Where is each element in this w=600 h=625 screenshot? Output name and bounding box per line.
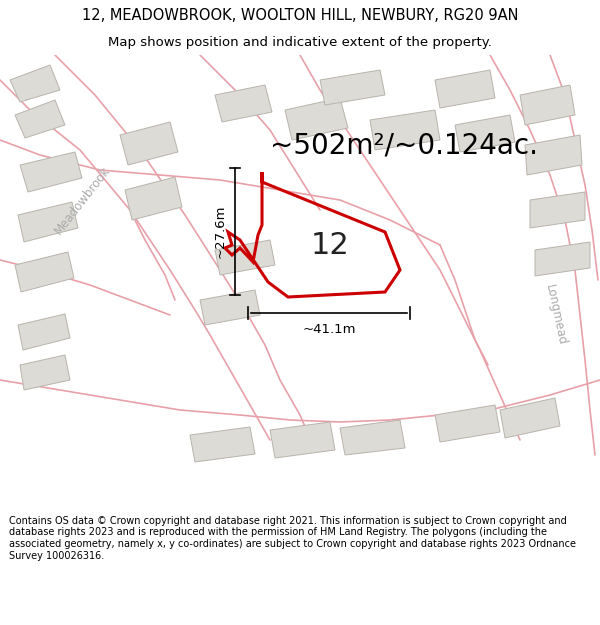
Polygon shape xyxy=(435,405,500,442)
Text: ~27.6m: ~27.6m xyxy=(214,205,227,258)
Polygon shape xyxy=(215,85,272,122)
Text: Contains OS data © Crown copyright and database right 2021. This information is : Contains OS data © Crown copyright and d… xyxy=(9,516,576,561)
Polygon shape xyxy=(270,422,335,458)
Polygon shape xyxy=(340,420,405,455)
Polygon shape xyxy=(530,192,585,228)
Polygon shape xyxy=(190,427,255,462)
Text: Map shows position and indicative extent of the property.: Map shows position and indicative extent… xyxy=(108,36,492,49)
Polygon shape xyxy=(455,115,515,152)
Polygon shape xyxy=(525,135,582,175)
Text: ~502m²/~0.124ac.: ~502m²/~0.124ac. xyxy=(270,131,538,159)
Polygon shape xyxy=(320,70,385,105)
Text: ~41.1m: ~41.1m xyxy=(302,323,356,336)
Polygon shape xyxy=(125,177,182,220)
Polygon shape xyxy=(435,70,495,108)
Polygon shape xyxy=(15,252,74,292)
Polygon shape xyxy=(120,122,178,165)
Polygon shape xyxy=(285,98,348,140)
Polygon shape xyxy=(20,355,70,390)
Polygon shape xyxy=(370,110,440,150)
Text: 12: 12 xyxy=(311,231,349,259)
Polygon shape xyxy=(20,152,82,192)
Polygon shape xyxy=(18,314,70,350)
Polygon shape xyxy=(18,202,78,242)
Polygon shape xyxy=(215,240,275,275)
Polygon shape xyxy=(10,65,60,102)
Polygon shape xyxy=(200,290,260,325)
Text: Longmead: Longmead xyxy=(543,283,569,347)
Polygon shape xyxy=(520,85,575,125)
Polygon shape xyxy=(535,242,590,276)
Polygon shape xyxy=(15,100,65,138)
Polygon shape xyxy=(500,398,560,438)
Text: 12, MEADOWBROOK, WOOLTON HILL, NEWBURY, RG20 9AN: 12, MEADOWBROOK, WOOLTON HILL, NEWBURY, … xyxy=(82,8,518,23)
Text: Meadowbrook: Meadowbrook xyxy=(52,164,112,236)
